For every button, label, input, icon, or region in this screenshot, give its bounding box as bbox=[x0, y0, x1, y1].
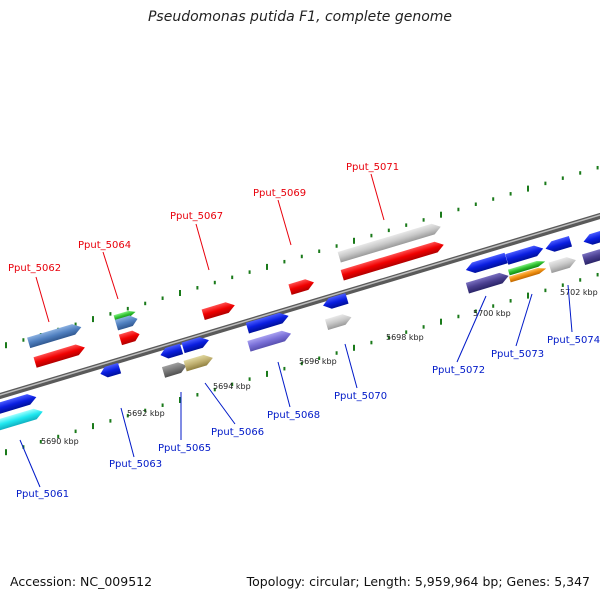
gene-arrow[interactable] bbox=[27, 322, 83, 349]
scale-tick-label: 5698 kbp bbox=[386, 333, 424, 342]
gene-arrow[interactable] bbox=[113, 309, 137, 322]
gene-label[interactable]: Pput_5073 bbox=[491, 349, 544, 360]
map-title: Pseudomonas putida F1, complete genome bbox=[147, 9, 453, 25]
gene-label[interactable]: Pput_5069 bbox=[253, 188, 306, 199]
gene-label[interactable]: Pput_5061 bbox=[16, 489, 69, 500]
gene-arrow[interactable] bbox=[0, 406, 44, 434]
gene-arrow[interactable] bbox=[245, 311, 290, 334]
leader-line bbox=[120, 407, 135, 458]
gene-labels[interactable]: Pput_5061 Pput_5062 Pput_5063 Pput_5064 Pput… bbox=[8, 162, 600, 500]
gene-label[interactable]: Pput_5062 bbox=[8, 263, 61, 274]
gene-arrow[interactable] bbox=[464, 252, 508, 276]
gene-arrow[interactable] bbox=[161, 360, 188, 378]
gene-arrow[interactable] bbox=[183, 353, 215, 372]
gene-label[interactable]: Pput_5063 bbox=[109, 459, 162, 470]
gene-arrow[interactable] bbox=[0, 392, 38, 419]
leader-line bbox=[102, 251, 119, 300]
leader-line bbox=[35, 276, 50, 323]
leader-line bbox=[344, 343, 358, 389]
gene-label[interactable]: Pput_5074 bbox=[547, 335, 600, 346]
gene-arrow[interactable] bbox=[324, 312, 353, 331]
gene-arrow[interactable] bbox=[201, 300, 237, 321]
gene-arrow[interactable] bbox=[99, 362, 122, 379]
gene-label[interactable]: Pput_5065 bbox=[158, 443, 211, 454]
accession-text: Accession: NC_009512 bbox=[10, 574, 153, 589]
gene-arrow[interactable] bbox=[321, 293, 349, 311]
leader-line bbox=[370, 173, 385, 221]
gene-label[interactable]: Pput_5070 bbox=[334, 391, 387, 402]
gene-arrow[interactable] bbox=[114, 314, 139, 331]
gene-arrow[interactable] bbox=[505, 243, 545, 265]
scale-tick-label: 5690 kbp bbox=[41, 437, 79, 446]
gene-arrow[interactable] bbox=[340, 240, 446, 281]
gene-arrow[interactable] bbox=[118, 329, 141, 346]
gene-arrow[interactable] bbox=[581, 247, 600, 266]
gene-arrow[interactable] bbox=[247, 328, 292, 352]
scale-tick-label: 5700 kbp bbox=[473, 309, 511, 318]
leader-line bbox=[515, 293, 533, 347]
gene-features[interactable] bbox=[0, 222, 600, 434]
gene-arrow[interactable] bbox=[548, 255, 577, 274]
gene-label[interactable]: Pput_5072 bbox=[432, 365, 485, 376]
gene-arrow[interactable] bbox=[507, 259, 546, 276]
gene-arrow[interactable] bbox=[508, 266, 547, 283]
dotted-tracks bbox=[5, 165, 599, 456]
gene-arrow[interactable] bbox=[33, 342, 87, 368]
gene-arrow[interactable] bbox=[288, 277, 315, 295]
gene-arrow[interactable] bbox=[181, 335, 210, 354]
leader-line bbox=[277, 199, 292, 246]
gene-arrow[interactable] bbox=[465, 271, 510, 294]
gene-arrow[interactable] bbox=[582, 228, 600, 247]
gene-label[interactable]: Pput_5067 bbox=[170, 211, 223, 222]
gene-label[interactable]: Pput_5066 bbox=[211, 427, 264, 438]
leader-line bbox=[456, 295, 487, 363]
leader-line bbox=[277, 361, 291, 408]
scale-tick-label: 5696 kbp bbox=[299, 357, 337, 366]
scale-tick-label: 5702 kbp bbox=[560, 288, 598, 297]
genome-backbone-highlight bbox=[0, 214, 600, 396]
gene-label[interactable]: Pput_5071 bbox=[346, 162, 399, 173]
label-leader-lines bbox=[19, 173, 573, 488]
leader-line bbox=[567, 284, 573, 333]
leader-line bbox=[204, 382, 236, 425]
scale-tick-label: 5692 kbp bbox=[127, 409, 165, 418]
genome-summary-text: Topology: circular; Length: 5,959,964 bp… bbox=[246, 574, 590, 589]
scale-ticks: 5690 kbp 5692 kbp 5694 kbp 5696 kbp 5698 kbp… bbox=[41, 288, 598, 446]
gene-arrow[interactable] bbox=[159, 343, 184, 361]
genome-backbone bbox=[0, 212, 600, 400]
gene-label[interactable]: Pput_5068 bbox=[267, 410, 320, 421]
gene-label[interactable]: Pput_5064 bbox=[78, 240, 131, 251]
scale-tick-label: 5694 kbp bbox=[213, 382, 251, 391]
gene-arrow[interactable] bbox=[337, 222, 443, 263]
gene-arrow[interactable] bbox=[544, 235, 573, 254]
leader-line bbox=[195, 223, 210, 271]
leader-line bbox=[19, 439, 41, 488]
